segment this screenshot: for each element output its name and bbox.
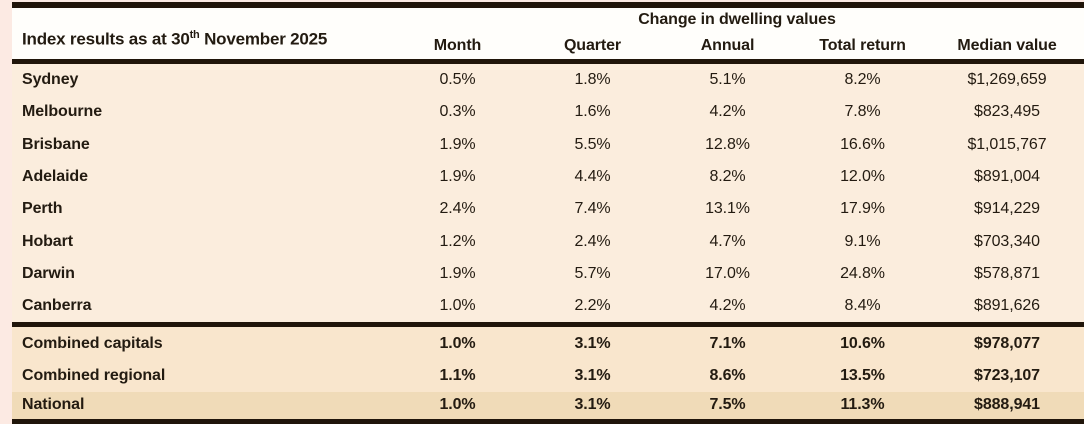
column-header-total-return: Total return (819, 37, 906, 54)
table-title-superscript: th (189, 29, 200, 42)
table-row: National 1.0% 3.1% 7.5% 11.3% $888,941 (12, 391, 1084, 419)
total-return-value: 24.8% (840, 264, 885, 282)
median-value: $703,340 (974, 232, 1040, 250)
summary-rows: Combined capitals 1.0% 3.1% 7.1% 10.6% $… (12, 327, 1084, 419)
month-value: 1.9% (439, 168, 476, 186)
quarter-value: 3.1% (574, 334, 611, 352)
month-value: 1.1% (439, 366, 476, 384)
total-return-value: 12.0% (840, 168, 885, 186)
total-return-value: 10.6% (840, 334, 885, 352)
quarter-value: 1.6% (574, 103, 611, 121)
median-value: $891,626 (974, 297, 1040, 315)
median-value: $1,269,659 (967, 71, 1047, 89)
median-value: $823,495 (974, 103, 1040, 121)
region-name: Brisbane (22, 135, 90, 153)
summary-section-divider (12, 322, 1084, 328)
month-value: 1.0% (439, 334, 476, 352)
bottom-border (12, 418, 1084, 424)
quarter-value: 1.8% (574, 71, 611, 89)
annual-value: 7.1% (709, 334, 746, 352)
annual-value: 8.2% (709, 168, 746, 186)
region-name: Combined regional (22, 366, 166, 384)
region-name: Adelaide (22, 168, 88, 186)
table-row: Adelaide 1.9% 4.4% 8.2% 12.0% $891,004 (12, 160, 1084, 194)
quarter-value: 4.4% (574, 168, 611, 186)
median-value: $578,871 (974, 264, 1040, 282)
quarter-value: 5.7% (574, 264, 611, 282)
median-value: $1,015,767 (967, 135, 1047, 153)
annual-value: 4.7% (709, 232, 746, 250)
table-row: Sydney 0.5% 1.8% 5.1% 8.2% $1,269,659 (12, 64, 1084, 97)
header-divider (12, 59, 1084, 64)
table-row: Combined capitals 1.0% 3.1% 7.1% 10.6% $… (12, 327, 1084, 360)
quarter-value: 3.1% (574, 396, 611, 414)
annual-value: 7.5% (709, 396, 746, 414)
total-return-value: 7.8% (844, 103, 881, 121)
column-headers: Month Quarter Annual Total return Median… (390, 37, 1084, 55)
table-row: Canberra 1.0% 2.2% 4.2% 8.4% $891,626 (12, 290, 1084, 323)
annual-value: 17.0% (705, 264, 750, 282)
quarter-value: 2.4% (574, 232, 611, 250)
table-row: Melbourne 0.3% 1.6% 4.2% 7.8% $823,495 (12, 96, 1084, 129)
month-value: 1.0% (439, 396, 476, 414)
region-name: Canberra (22, 297, 92, 315)
annual-value: 5.1% (709, 71, 746, 89)
table-title-date: November 2025 (199, 30, 328, 49)
table-header: Index results as at 30th November 2025 C… (12, 8, 1084, 59)
region-name: Perth (22, 200, 63, 218)
region-name: Melbourne (22, 103, 102, 121)
total-return-value: 16.6% (840, 135, 885, 153)
total-return-value: 9.1% (844, 232, 881, 250)
table-row: Combined regional 1.1% 3.1% 8.6% 13.5% $… (12, 359, 1084, 392)
month-value: 0.5% (439, 71, 476, 89)
median-value: $914,229 (974, 200, 1040, 218)
table-row: Darwin 1.9% 5.7% 17.0% 24.8% $578,871 (12, 257, 1084, 291)
column-header-month: Month (433, 37, 482, 54)
table-title: Index results as at 30th November 2025 (22, 29, 327, 50)
quarter-value: 2.2% (574, 297, 611, 315)
region-name: Combined capitals (22, 334, 163, 352)
month-value: 1.9% (439, 264, 476, 282)
annual-value: 4.2% (709, 297, 746, 315)
quarter-value: 7.4% (574, 200, 611, 218)
city-rows: Sydney 0.5% 1.8% 5.1% 8.2% $1,269,659 Me… (12, 64, 1084, 323)
median-value: $888,941 (974, 396, 1040, 414)
column-header-annual: Annual (700, 37, 755, 54)
region-name: Hobart (22, 232, 73, 250)
region-name: Sydney (22, 71, 79, 89)
column-header-quarter: Quarter (563, 37, 622, 54)
column-header-median-value: Median value (957, 37, 1057, 54)
month-value: 1.9% (439, 135, 476, 153)
table-title-text: Index results as at 30 (22, 30, 190, 49)
table-row: Brisbane 1.9% 5.5% 12.8% 16.6% $1,015,76… (12, 128, 1084, 161)
median-value: $723,107 (974, 366, 1040, 384)
total-return-value: 13.5% (840, 366, 885, 384)
annual-value: 12.8% (705, 135, 750, 153)
month-value: 2.4% (439, 200, 476, 218)
region-name: Darwin (22, 264, 75, 282)
region-name: National (22, 396, 85, 414)
quarter-value: 3.1% (574, 366, 611, 384)
annual-value: 8.6% (709, 366, 746, 384)
total-return-value: 11.3% (840, 396, 885, 414)
dwelling-values-index-table: Index results as at 30th November 2025 C… (12, 2, 1084, 424)
total-return-value: 8.4% (844, 297, 881, 315)
table-row: Perth 2.4% 7.4% 13.1% 17.9% $914,229 (12, 193, 1084, 226)
annual-value: 13.1% (705, 200, 750, 218)
quarter-value: 5.5% (574, 135, 611, 153)
annual-value: 4.2% (709, 103, 746, 121)
month-value: 1.0% (439, 297, 476, 315)
median-value: $891,004 (974, 168, 1040, 186)
total-return-value: 17.9% (840, 200, 885, 218)
total-return-value: 8.2% (844, 71, 881, 89)
median-value: $978,077 (974, 334, 1040, 352)
table-row: Hobart 1.2% 2.4% 4.7% 9.1% $703,340 (12, 225, 1084, 258)
top-border (12, 2, 1084, 8)
month-value: 0.3% (439, 103, 476, 121)
group-header-change-in-dwelling-values: Change in dwelling values (638, 11, 836, 28)
month-value: 1.2% (439, 232, 476, 250)
